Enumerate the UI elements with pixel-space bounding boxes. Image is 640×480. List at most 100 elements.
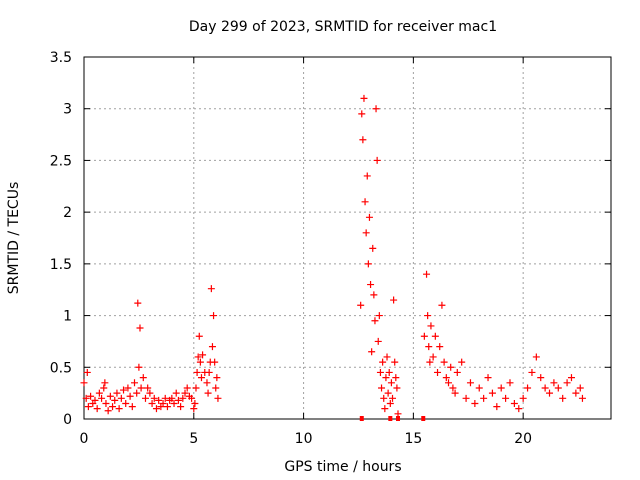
- data-point: [378, 384, 386, 392]
- data-point: [144, 384, 152, 392]
- data-point: [211, 358, 219, 366]
- data-point: [126, 392, 134, 400]
- data-point: [139, 374, 147, 382]
- data-point: [128, 403, 136, 411]
- data-point: [368, 348, 376, 356]
- data-point: [370, 291, 378, 299]
- data-point: [98, 394, 106, 402]
- data-points: [80, 94, 586, 421]
- data-point: [137, 384, 145, 392]
- data-point: [375, 312, 383, 320]
- data-point: [197, 374, 205, 382]
- y-tick-label: 1.5: [50, 257, 72, 273]
- data-point: [192, 384, 200, 392]
- y-tick-label: 3.5: [50, 50, 72, 66]
- data-point: [462, 394, 470, 402]
- data-point: [213, 374, 221, 382]
- data-point: [515, 405, 523, 413]
- data-point: [576, 384, 584, 392]
- data-point: [440, 358, 448, 366]
- data-point: [436, 343, 444, 351]
- data-point: [372, 105, 380, 113]
- data-point: [163, 403, 171, 411]
- data-point: [431, 332, 439, 340]
- data-point: [93, 405, 101, 413]
- data-point: [528, 368, 536, 376]
- data-point: [146, 389, 154, 397]
- x-tick-label: 5: [189, 431, 198, 447]
- data-point: [133, 389, 141, 397]
- data-point: [429, 353, 437, 361]
- data-point: [357, 301, 365, 309]
- data-point: [524, 384, 532, 392]
- data-point: [493, 403, 501, 411]
- y-tick-label: 0: [63, 412, 72, 428]
- data-point: [420, 332, 428, 340]
- data-point: [423, 270, 431, 278]
- data-point: [466, 379, 474, 387]
- data-point: [567, 374, 575, 382]
- data-point: [358, 110, 366, 118]
- data-point: [374, 337, 382, 345]
- data-point: [550, 379, 558, 387]
- data-point: [207, 285, 215, 293]
- y-tick-label: 2: [63, 205, 72, 221]
- data-point: [390, 296, 398, 304]
- data-point: [425, 343, 433, 351]
- y-tick-label: 1: [63, 309, 72, 325]
- data-point: [205, 368, 213, 376]
- data-point: [427, 322, 435, 330]
- data-point: [546, 389, 554, 397]
- data-point: [506, 379, 514, 387]
- data-point: [384, 389, 392, 397]
- data-point: [447, 363, 455, 371]
- plot-frame: [83, 56, 612, 420]
- data-point: [362, 229, 370, 237]
- data-point: [367, 281, 375, 289]
- data-point: [195, 332, 203, 340]
- zero-point-marker: [388, 416, 393, 421]
- data-point: [102, 399, 110, 407]
- data-point: [360, 94, 368, 102]
- data-point: [136, 324, 144, 332]
- y-tick-label: 0.5: [50, 360, 72, 376]
- data-point: [168, 394, 176, 402]
- data-point: [386, 399, 394, 407]
- data-point: [141, 394, 149, 402]
- data-point: [383, 353, 391, 361]
- data-point: [497, 384, 505, 392]
- data-point: [109, 403, 117, 411]
- data-point: [161, 394, 169, 402]
- data-point: [159, 399, 167, 407]
- data-point: [113, 389, 121, 397]
- data-point: [563, 379, 571, 387]
- y-axis-label: SRMTID / TECUs: [6, 182, 22, 295]
- data-point: [389, 394, 397, 402]
- data-point: [131, 379, 139, 387]
- data-point: [106, 392, 114, 400]
- data-point: [391, 358, 399, 366]
- y-tick-label: 3: [63, 102, 72, 118]
- grid-lines: [84, 57, 611, 419]
- data-point: [502, 394, 510, 402]
- data-point: [445, 379, 453, 387]
- data-point: [381, 405, 389, 413]
- data-point: [101, 379, 109, 387]
- data-point: [188, 394, 196, 402]
- data-point: [115, 405, 123, 413]
- data-point: [359, 136, 367, 144]
- data-point: [387, 379, 395, 387]
- data-point: [174, 396, 182, 404]
- zero-point-marker: [359, 416, 364, 421]
- data-point: [170, 399, 178, 407]
- data-point: [155, 396, 163, 404]
- data-point: [572, 389, 580, 397]
- data-point: [152, 405, 160, 413]
- data-point: [519, 394, 527, 402]
- data-point: [150, 394, 158, 402]
- data-point: [449, 384, 457, 392]
- data-point: [203, 379, 211, 387]
- data-point: [453, 368, 461, 376]
- data-point: [385, 368, 393, 376]
- data-point: [578, 394, 586, 402]
